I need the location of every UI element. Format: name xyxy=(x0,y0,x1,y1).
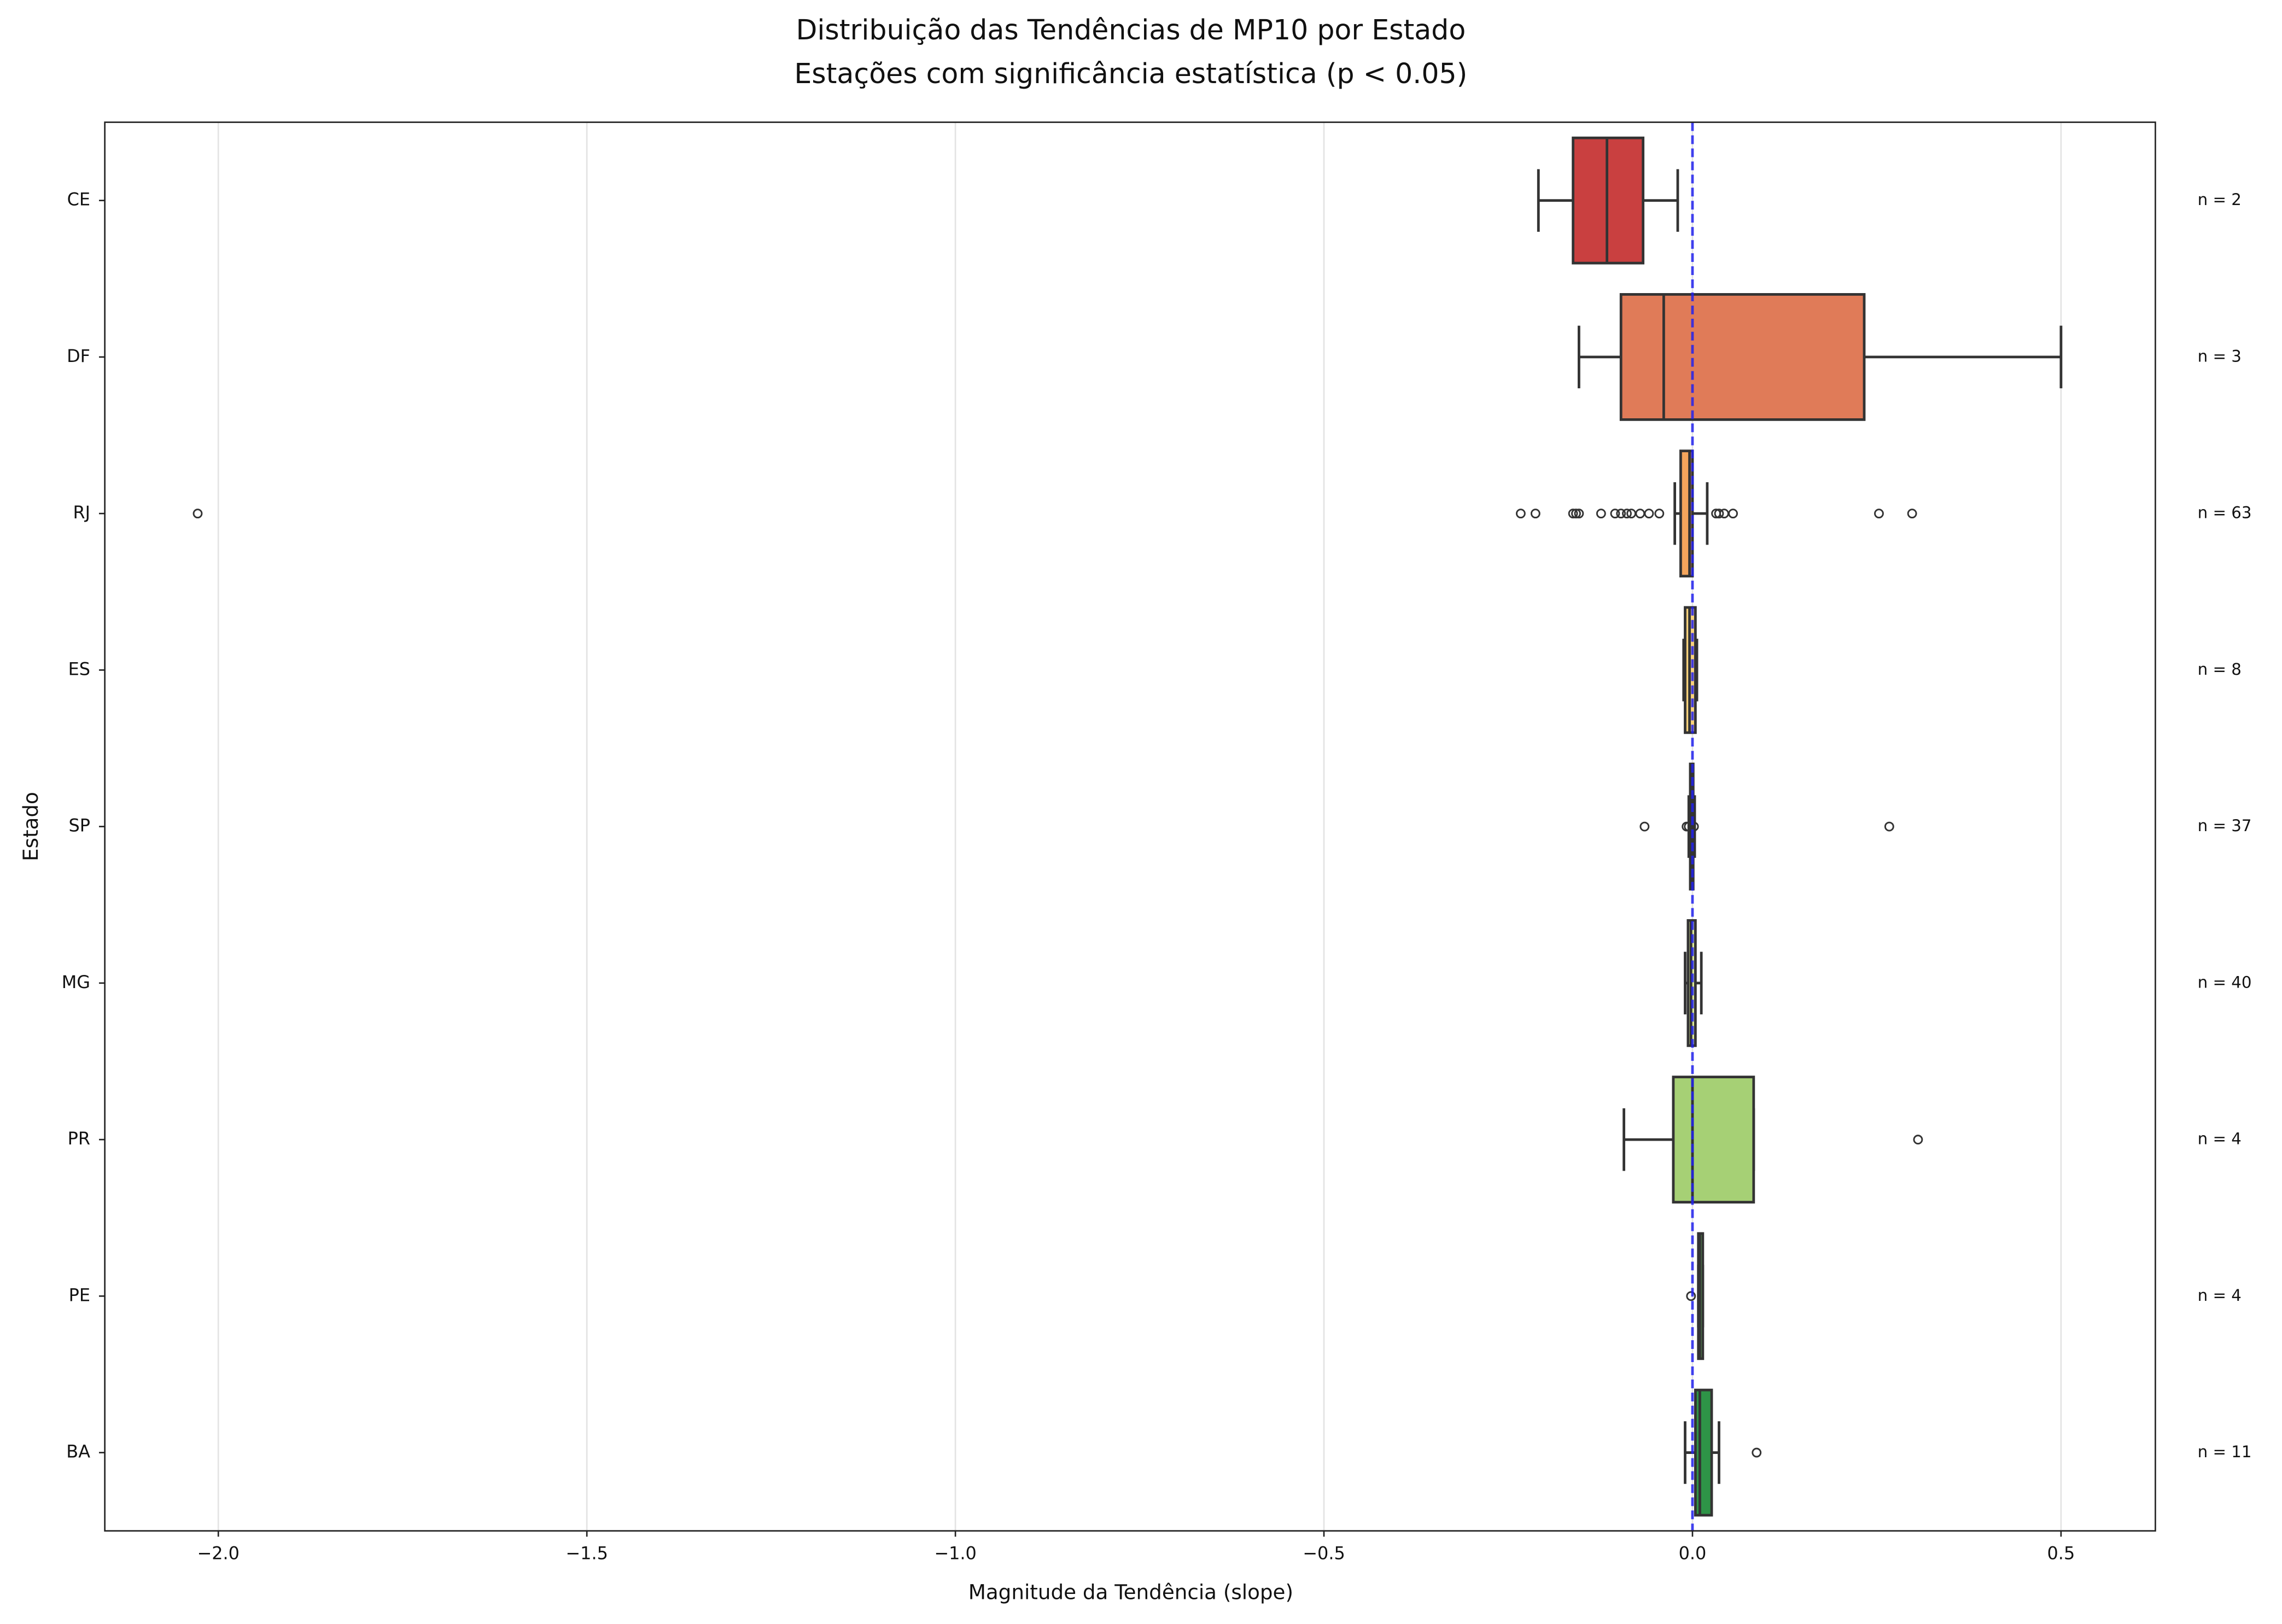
box xyxy=(1694,1388,1713,1517)
outlier xyxy=(1571,509,1581,519)
chart-title: Distribuição das Tendências de MP10 por … xyxy=(796,14,1466,46)
outlier xyxy=(1884,821,1894,832)
plot-frame xyxy=(104,121,2156,1532)
x-tick-label: −1.5 xyxy=(565,1543,608,1563)
outlier xyxy=(1714,509,1724,519)
outlier xyxy=(1568,509,1578,519)
outlier xyxy=(1616,509,1626,519)
count-annotation: n = 11 xyxy=(2198,1442,2252,1461)
outlier xyxy=(1574,509,1584,519)
outlier xyxy=(1610,509,1620,519)
chart-subtitle: Estações com significância estatística (… xyxy=(794,57,1467,90)
outlier xyxy=(1689,821,1699,832)
y-tick-label: ES xyxy=(68,658,90,679)
x-tick-label: 0.0 xyxy=(1679,1543,1707,1563)
x-tick-label: −0.5 xyxy=(1303,1543,1345,1563)
count-annotation: n = 37 xyxy=(2198,816,2252,835)
count-annotation: n = 4 xyxy=(2198,1286,2242,1305)
count-annotation: n = 4 xyxy=(2198,1130,2242,1148)
count-annotation: n = 2 xyxy=(2198,190,2242,209)
outlier xyxy=(1907,509,1917,519)
outlier xyxy=(1644,509,1654,519)
y-axis-label: Estado xyxy=(19,792,43,861)
y-tick-label: RJ xyxy=(73,502,90,523)
y-tick-label: BA xyxy=(66,1441,90,1462)
outlier xyxy=(1752,1447,1762,1458)
outlier xyxy=(1728,509,1738,519)
box xyxy=(1672,1076,1755,1204)
y-tick-label: CE xyxy=(67,189,90,210)
y-tick-label: PE xyxy=(69,1284,90,1305)
count-annotation: n = 8 xyxy=(2198,660,2242,679)
y-tick-label: MG xyxy=(62,972,90,992)
y-tick-label: SP xyxy=(69,815,91,836)
outlier xyxy=(1596,509,1606,519)
outlier xyxy=(192,509,203,519)
y-tick-label: DF xyxy=(67,346,90,366)
count-annotation: n = 40 xyxy=(2198,973,2252,991)
outlier xyxy=(1639,821,1650,832)
count-annotation: n = 3 xyxy=(2198,347,2242,365)
count-annotation: n = 63 xyxy=(2198,504,2252,522)
outlier xyxy=(1874,509,1884,519)
x-axis-label: Magnitude da Tendência (slope) xyxy=(968,1580,1293,1604)
outlier xyxy=(1654,509,1665,519)
outlier xyxy=(1515,509,1526,519)
x-tick-label: −2.0 xyxy=(197,1543,240,1563)
x-tick-label: −1.0 xyxy=(934,1543,977,1563)
box xyxy=(1619,293,1866,421)
outlier xyxy=(1530,509,1540,519)
outlier xyxy=(1913,1135,1923,1145)
outlier xyxy=(1622,509,1632,519)
outlier xyxy=(1684,821,1694,832)
outlier xyxy=(1686,1291,1696,1301)
y-tick-label: PR xyxy=(68,1128,90,1149)
x-tick-label: 0.5 xyxy=(2047,1543,2075,1563)
